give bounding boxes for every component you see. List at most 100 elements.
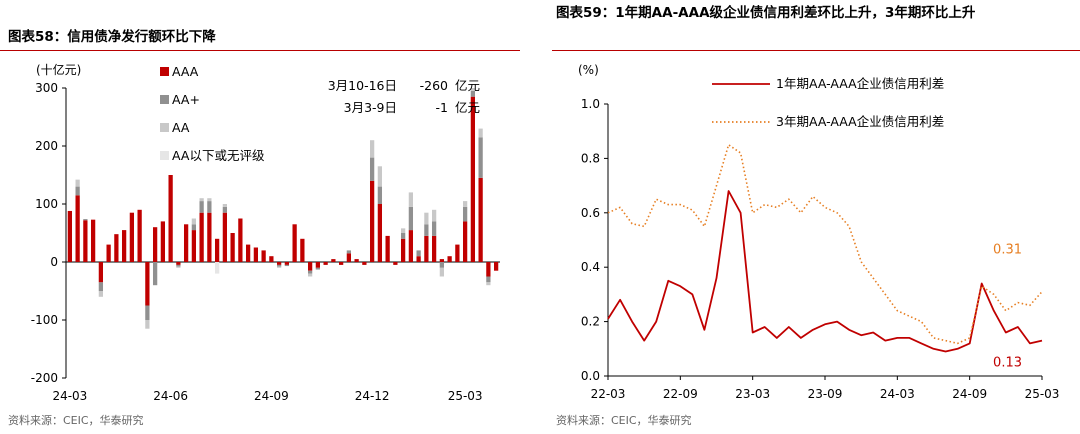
line-chart: (%) 0.0 0.2 0.4 0.6 0.8 1.0 22-03 22-09 23-03 23-0…	[578, 63, 1059, 401]
bar-segment-0	[276, 262, 282, 265]
bar-segment-0	[214, 238, 220, 262]
bar-segment-2	[199, 198, 204, 202]
left-y-tick-label: 200	[35, 139, 58, 153]
bar-segment-0	[362, 262, 367, 265]
bar-segment-0	[323, 262, 328, 265]
bar-segment-0	[408, 230, 414, 262]
bar-segment-2	[470, 88, 476, 91]
bar-segment-1	[152, 262, 158, 286]
left-legend-label-2: AA	[172, 120, 190, 135]
bar-segment-0	[385, 235, 390, 262]
bar-segment-0	[129, 212, 135, 262]
left-y-tick-label: -100	[31, 313, 58, 327]
bar-segment-0	[137, 209, 142, 262]
bar-segment-0	[493, 262, 499, 271]
bar-segment-0	[307, 262, 313, 271]
right-y-tick-label: 0.4	[581, 260, 600, 274]
bar-segment-0	[455, 244, 460, 262]
bar-segment-0	[331, 259, 336, 262]
bar-segment-0	[222, 212, 228, 262]
bar-segment-2	[369, 140, 375, 158]
bar-segment-2	[222, 204, 228, 207]
bar-segment-0	[261, 250, 266, 262]
bar-segment-0	[292, 224, 297, 262]
right-x-tick-label: 24-03	[880, 387, 915, 401]
right-x-tick-label: 23-09	[808, 387, 843, 401]
left-chart-panel: 图表58：信用债净发行额环比下降 (十亿元) -200 -100 0 100 200 300…	[0, 0, 520, 434]
annotation-label-0: 3月10-16日	[328, 78, 397, 93]
bar-segment-0	[269, 256, 274, 262]
bar-segment-0	[470, 96, 476, 262]
bar-segment-3	[214, 262, 220, 274]
bar-segment-1	[346, 250, 352, 254]
right-title-rule	[552, 50, 1080, 51]
bar-segment-0	[253, 247, 259, 262]
bar-segment-0	[98, 262, 104, 283]
bar-segment-0	[230, 233, 235, 262]
bar-segment-1	[176, 264, 181, 267]
right-x-tick-label: 24-09	[952, 387, 987, 401]
annotation-value-1: -1	[436, 100, 448, 115]
bar-segment-1	[408, 206, 414, 231]
bar-segment-1	[75, 186, 80, 196]
left-legend-swatch-1	[160, 95, 169, 104]
left-x-tick-label: 24-12	[355, 389, 390, 403]
right-x-tick-label: 23-03	[735, 387, 770, 401]
bar-segment-0	[478, 177, 483, 262]
annotation-unit-1: 亿元	[455, 100, 480, 115]
bar-segment-2	[377, 166, 383, 187]
bar-segment-1	[307, 270, 313, 274]
bar-segment-0	[176, 262, 181, 265]
bar-segment-0	[416, 256, 421, 262]
left-y-tick-label: 0	[50, 255, 58, 269]
bar-segment-1	[276, 264, 282, 267]
bar-segment-0	[315, 262, 321, 268]
annotation-value-0: -260	[420, 78, 448, 93]
bar-segment-0	[447, 256, 452, 262]
bar-segment-2	[307, 273, 313, 277]
left-legend-label-1: AA+	[172, 92, 200, 107]
bar-segment-2	[98, 291, 104, 297]
left-y-tick-label: -200	[31, 371, 58, 385]
bar-segment-0	[462, 221, 468, 262]
left-x-tick-label: 24-06	[153, 389, 188, 403]
bar-segment-0	[369, 180, 375, 262]
bar-segment-1	[439, 262, 445, 268]
right-source-note: 资料来源：CEIC，华泰研究	[556, 414, 692, 427]
right-y-tick-label: 0.0	[581, 369, 600, 383]
bar-segment-2	[408, 192, 414, 207]
left-legend-swatch-2	[160, 123, 169, 132]
right-legend-label-0: 1年期AA-AAA企业债信用利差	[776, 76, 944, 91]
bar-segment-1	[145, 305, 150, 320]
left-x-tick-label: 24-03	[52, 389, 87, 403]
bar-segment-0	[106, 244, 111, 262]
right-y-unit: (%)	[578, 63, 599, 77]
bar-segment-0	[245, 244, 251, 262]
bar-segment-0	[114, 234, 119, 262]
bar-segment-0	[183, 224, 189, 262]
bar-segment-1	[369, 157, 375, 181]
bar-segment-0	[431, 235, 437, 262]
bar-segment-0	[354, 259, 359, 262]
bar-segment-0	[67, 210, 73, 262]
left-x-tick-label: 24-09	[254, 389, 289, 403]
bar-segment-1	[222, 206, 228, 213]
right-chart-panel: 图表59：1年期AA-AAA级企业债信用利差环比上升，3年期环比上升 (%) 0.…	[552, 0, 1080, 434]
end-value-label-0: 0.31	[993, 243, 1022, 258]
bar-segment-0	[160, 221, 166, 262]
bar-segment-0	[199, 212, 204, 262]
bar-segment-1	[315, 267, 321, 270]
left-legend-label-0: AAA	[172, 64, 199, 79]
bar-segment-0	[121, 230, 127, 262]
bar-segment-0	[90, 219, 96, 262]
bar-segment-0	[346, 253, 352, 262]
bar-segment-0	[338, 262, 344, 265]
bar-segment-2	[478, 128, 483, 138]
right-y-tick-label: 1.0	[581, 97, 600, 111]
right-x-tick-label: 22-09	[663, 387, 698, 401]
bar-segment-0	[207, 212, 212, 262]
bar-segment-2	[400, 228, 406, 233]
right-y-tick-label: 0.6	[581, 206, 600, 220]
bar-segment-1	[98, 282, 104, 291]
right-y-tick-label: 0.2	[581, 315, 600, 329]
